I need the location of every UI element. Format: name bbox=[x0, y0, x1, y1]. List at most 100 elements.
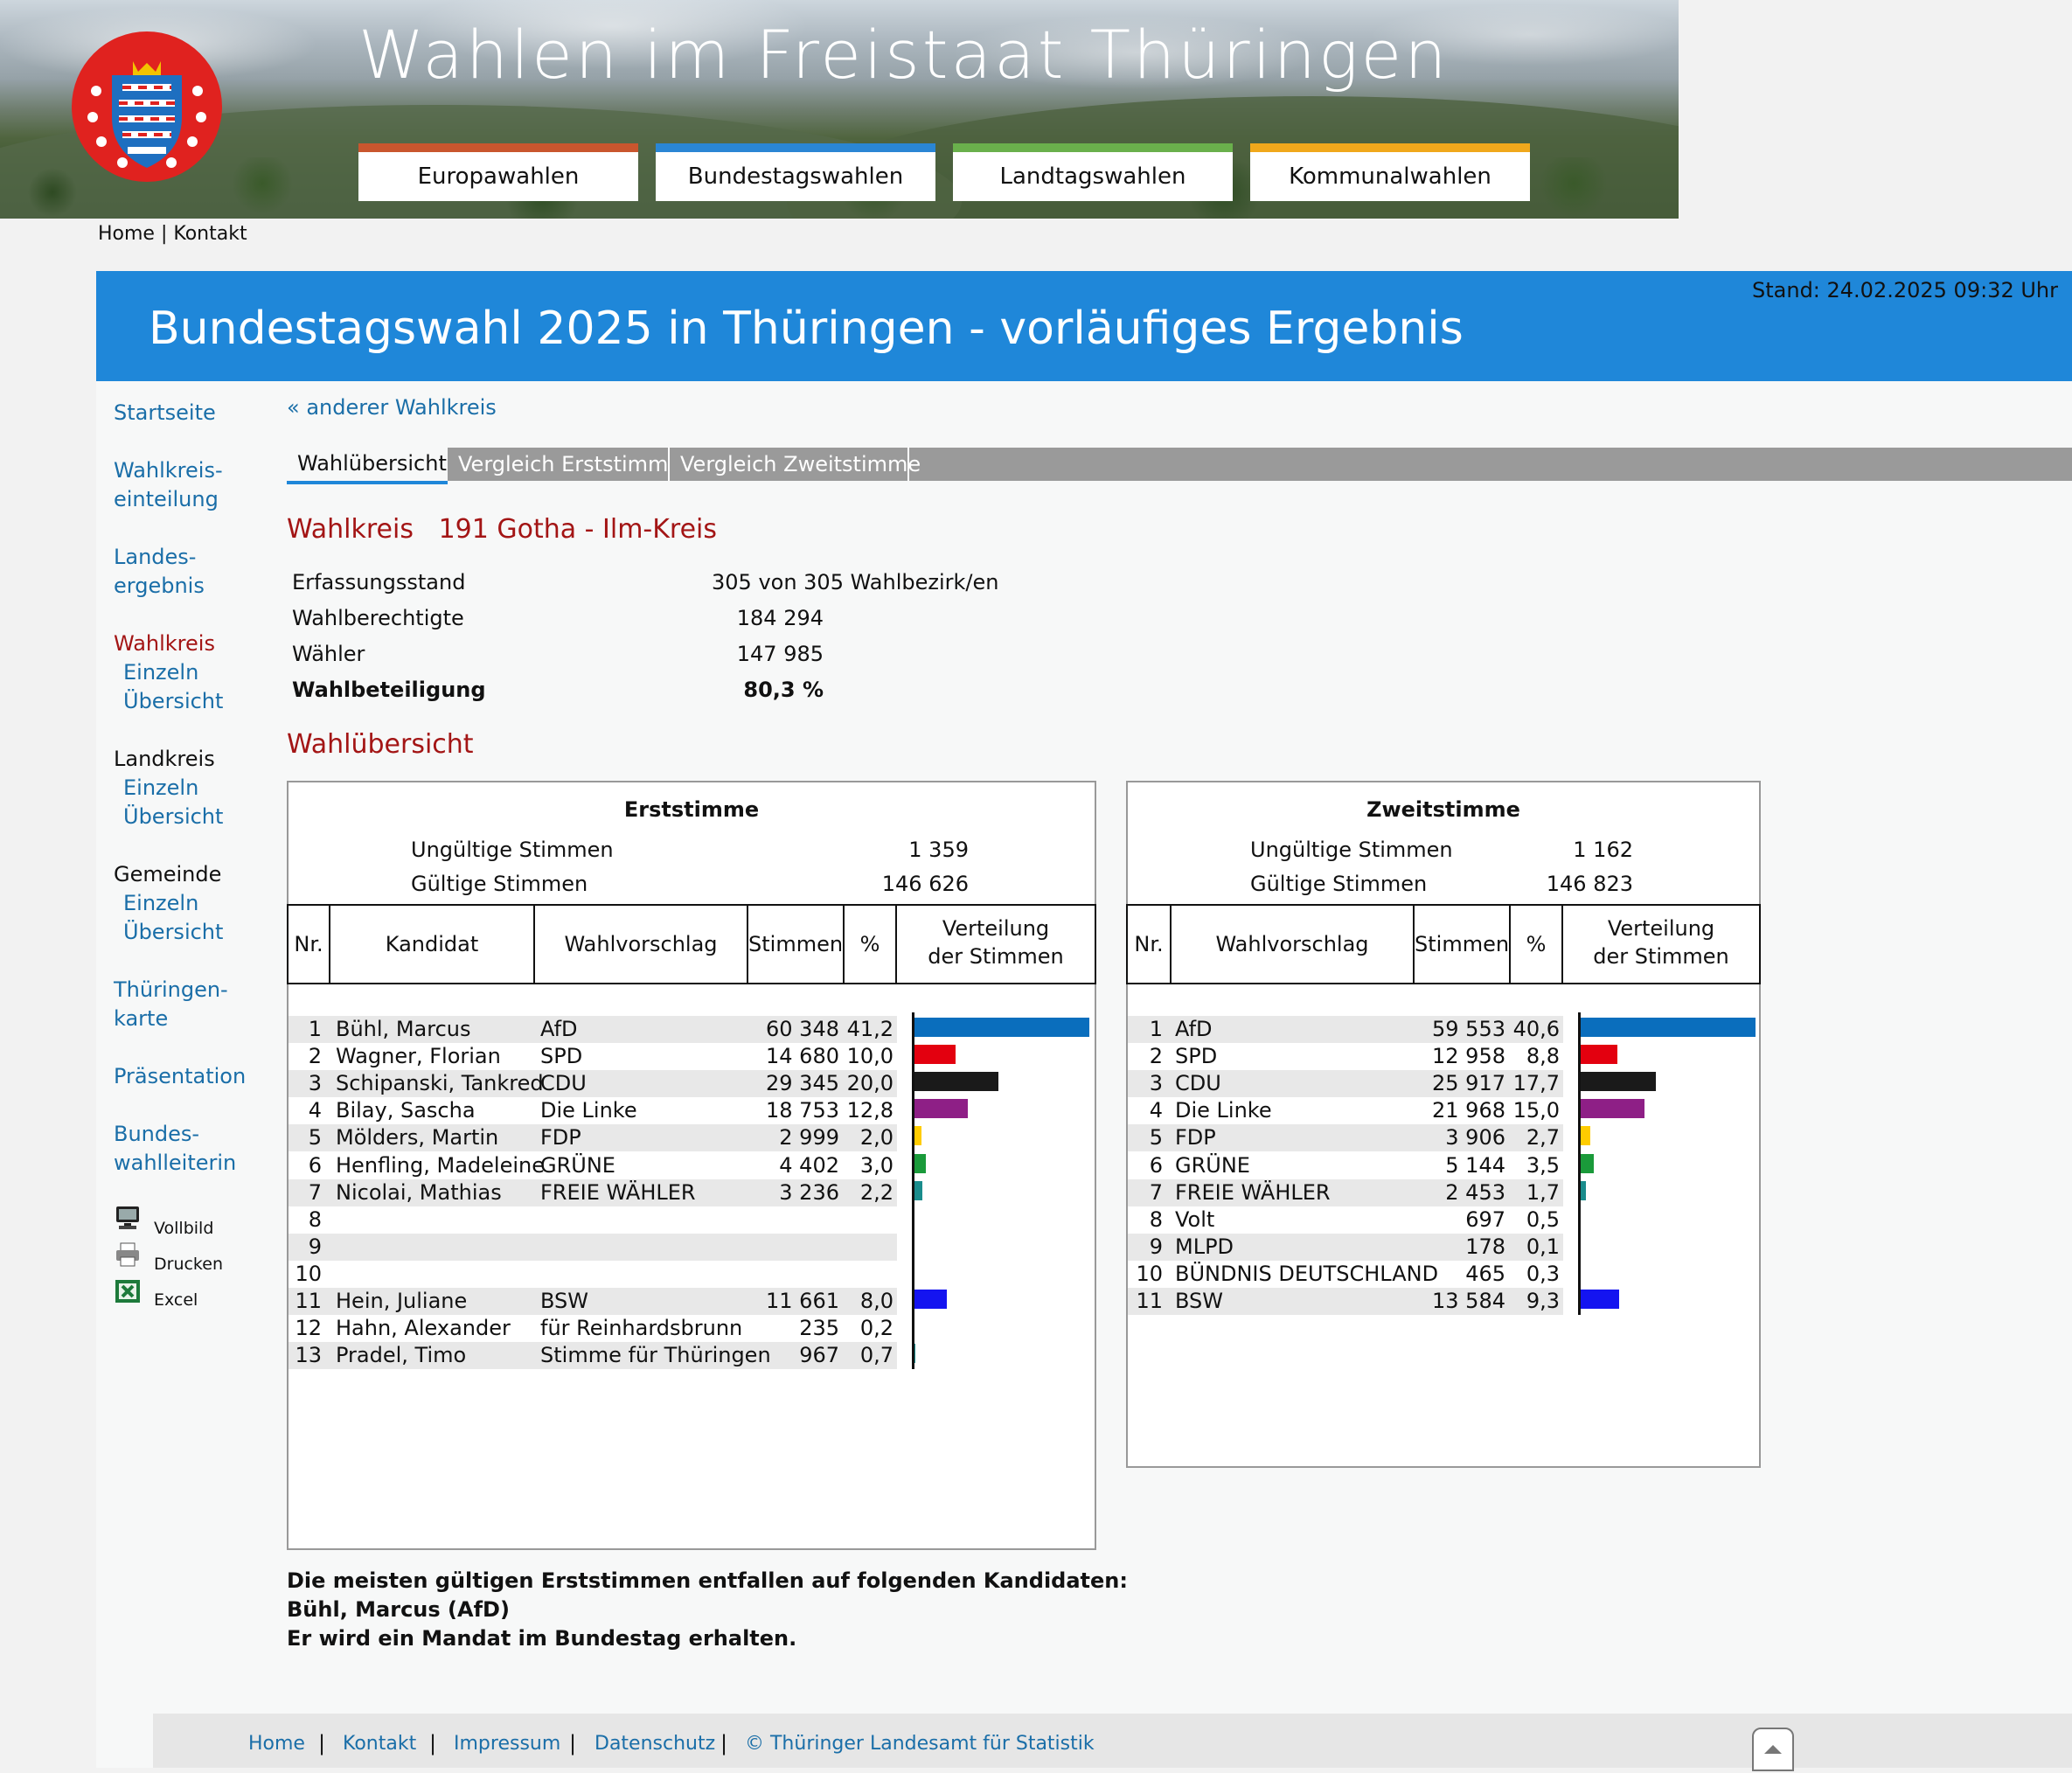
result-line: Die meisten gültigen Erststimmen entfall… bbox=[287, 1568, 1128, 1593]
erst-cell-nr: 6 bbox=[308, 1152, 322, 1178]
erst-bar bbox=[913, 1099, 968, 1119]
sidebar-item-landkreis-uebersicht[interactable]: Übersicht bbox=[123, 804, 224, 829]
scroll-to-top-button[interactable] bbox=[1752, 1728, 1794, 1771]
table-row bbox=[1128, 1124, 1563, 1152]
sidebar-item-landkreis-einzeln[interactable]: Einzeln bbox=[123, 775, 199, 800]
nav-tab-europawahlen[interactable]: Europawahlen bbox=[358, 143, 638, 201]
zweitstimme-title: Zweitstimme bbox=[1366, 797, 1520, 822]
erst-header-stimmen: Stimmen bbox=[748, 906, 845, 983]
erst-cell-kandidat: Hein, Juliane bbox=[336, 1289, 468, 1313]
zweit-cell-partei: BÜNDNIS DEUTSCHLAND bbox=[1175, 1261, 1439, 1286]
sidebar-item-bundeswahlleiterin[interactable]: Bundes- wahlleiterin bbox=[114, 1120, 236, 1178]
zweit-cell-pct: 0,5 bbox=[1526, 1206, 1560, 1232]
erst-cell-partei: für Reinhardsbrunn bbox=[540, 1316, 743, 1341]
sidebar-item-wahlkreiseinteilung[interactable]: Wahlkreis- einteilung bbox=[114, 456, 223, 514]
arrow-up-icon bbox=[1764, 1745, 1782, 1754]
sidebar-item-label: Landes- bbox=[114, 545, 197, 569]
erst-cell-partei: GRÜNE bbox=[540, 1152, 615, 1178]
tab-wahluebersicht[interactable]: Wahlübersicht bbox=[287, 444, 448, 484]
site-title: Wahlen im Freistaat Thüringen bbox=[358, 16, 1450, 94]
sidebar-item-label: Wahlkreis- bbox=[114, 458, 223, 483]
thuringia-coat-of-arms-logo[interactable] bbox=[70, 30, 224, 184]
sidebar-item-label: einteilung bbox=[114, 487, 219, 511]
sidebar-item-wahlkreis-einzeln[interactable]: Einzeln bbox=[123, 660, 199, 685]
printer-icon[interactable] bbox=[114, 1241, 142, 1268]
table-row bbox=[1128, 1070, 1563, 1098]
zweit-cell-stimmen: 25 917 bbox=[1432, 1071, 1505, 1096]
wahluebersicht-heading: Wahlübersicht bbox=[287, 729, 474, 760]
erfassungsstand-label: Erfassungsstand bbox=[292, 570, 466, 594]
zweit-cell-partei: FDP bbox=[1175, 1125, 1216, 1151]
table-row bbox=[289, 1288, 897, 1316]
zweit-cell-stimmen: 178 bbox=[1465, 1234, 1505, 1259]
tool-drucken[interactable]: Drucken bbox=[154, 1255, 223, 1274]
erst-cell-pct: 20,0 bbox=[846, 1071, 893, 1096]
page-title: Bundestagswahl 2025 in Thüringen - vorlä… bbox=[149, 302, 1464, 355]
result-line: Bühl, Marcus (AfD) bbox=[287, 1597, 510, 1622]
sidebar-item-label: Thüringen- bbox=[114, 977, 228, 1002]
top-link-kontakt[interactable]: Kontakt bbox=[173, 223, 247, 245]
erst-bar bbox=[913, 1290, 948, 1309]
erst-cell-pct: 10,0 bbox=[846, 1044, 893, 1069]
table-row bbox=[1128, 1097, 1563, 1125]
erst-ungueltig-value: 1 359 bbox=[908, 838, 969, 862]
sidebar-item-landesergebnis[interactable]: Landes- ergebnis bbox=[114, 543, 205, 601]
excel-icon[interactable] bbox=[114, 1278, 142, 1304]
table-row bbox=[1128, 1151, 1563, 1179]
sidebar-item-praesentation[interactable]: Präsentation bbox=[114, 1064, 247, 1088]
top-link-home[interactable]: Home bbox=[98, 223, 155, 245]
erst-cell-nr: 12 bbox=[295, 1316, 322, 1341]
wahlbeteiligung-label: Wahlbeteiligung bbox=[292, 678, 486, 702]
sidebar-item-wahlkreis-uebersicht[interactable]: Übersicht bbox=[123, 689, 224, 713]
sidebar-item-gemeinde-uebersicht[interactable]: Übersicht bbox=[123, 920, 224, 944]
zweit-cell-pct: 15,0 bbox=[1512, 1098, 1560, 1123]
erst-chart-axis bbox=[912, 1012, 914, 1370]
zweit-cell-nr: 10 bbox=[1136, 1261, 1163, 1286]
sidebar-item-label: karte bbox=[114, 1006, 169, 1031]
zweit-cell-nr: 9 bbox=[1149, 1234, 1163, 1259]
zweit-cell-partei: AfD bbox=[1175, 1017, 1213, 1041]
tab-vergleich-zweitstimme[interactable]: Vergleich Zweitstimme bbox=[670, 448, 921, 481]
table-row bbox=[289, 1179, 897, 1206]
erststimme-title: Erststimme bbox=[623, 797, 760, 822]
zweit-bar bbox=[1579, 1290, 1620, 1309]
nav-tab-landtagswahlen[interactable]: Landtagswahlen bbox=[953, 143, 1233, 201]
erst-cell-nr: 4 bbox=[308, 1098, 322, 1123]
tool-vollbild[interactable]: Vollbild bbox=[154, 1219, 214, 1238]
table-row bbox=[289, 1342, 897, 1370]
zweit-cell-stimmen: 12 958 bbox=[1432, 1044, 1505, 1069]
zweit-cell-stimmen: 3 906 bbox=[1445, 1125, 1505, 1151]
erst-cell-stimmen: 235 bbox=[799, 1316, 839, 1341]
zweit-cell-stimmen: 2 453 bbox=[1445, 1179, 1505, 1205]
erst-cell-partei: Die Linke bbox=[540, 1098, 637, 1123]
tool-excel[interactable]: Excel bbox=[154, 1290, 198, 1310]
erst-cell-partei: AfD bbox=[540, 1017, 578, 1041]
sidebar-item-thueringenkarte[interactable]: Thüringen- karte bbox=[114, 976, 228, 1033]
footer-link-copyright[interactable]: © Thüringer Landesamt für Statistik bbox=[745, 1733, 1095, 1755]
erst-header-wahlvorschlag: Wahlvorschlag bbox=[535, 906, 748, 983]
sidebar-section-gemeinde: Gemeinde bbox=[114, 862, 222, 886]
sidebar-item-gemeinde-einzeln[interactable]: Einzeln bbox=[123, 891, 199, 915]
monitor-icon[interactable] bbox=[114, 1205, 142, 1231]
footer-link-kontakt[interactable]: Kontakt bbox=[343, 1733, 417, 1755]
zweit-cell-pct: 9,3 bbox=[1526, 1289, 1560, 1313]
footer-link-home[interactable]: Home bbox=[248, 1733, 305, 1755]
zweit-cell-partei: CDU bbox=[1175, 1071, 1221, 1096]
erst-bar bbox=[913, 1153, 926, 1173]
footer-link-impressum[interactable]: Impressum bbox=[454, 1733, 561, 1755]
erst-cell-stimmen: 3 236 bbox=[779, 1179, 839, 1205]
nav-tab-kommunalwahlen[interactable]: Kommunalwahlen bbox=[1250, 143, 1530, 201]
table-row bbox=[1128, 1043, 1563, 1071]
zweit-cell-stimmen: 465 bbox=[1465, 1261, 1505, 1286]
tab-vergleich-erststimme[interactable]: Vergleich Erststimme bbox=[448, 448, 681, 481]
top-link-separator: | bbox=[160, 223, 168, 245]
sidebar-item-label: wahlleiterin bbox=[114, 1151, 237, 1175]
nav-tab-bundestagswahlen[interactable]: Bundestagswahlen bbox=[656, 143, 935, 201]
zweit-cell-pct: 2,7 bbox=[1526, 1125, 1560, 1151]
footer-link-datenschutz[interactable]: Datenschutz bbox=[594, 1733, 716, 1755]
result-line: Er wird ein Mandat im Bundestag erhalten… bbox=[287, 1626, 797, 1651]
zweit-cell-pct: 0,1 bbox=[1526, 1234, 1560, 1259]
zweit-header-verteilung-line2: der Stimmen bbox=[1593, 944, 1729, 969]
sidebar-item-startseite[interactable]: Startseite bbox=[114, 400, 216, 425]
back-to-other-wahlkreis-link[interactable]: « anderer Wahlkreis bbox=[287, 395, 497, 420]
